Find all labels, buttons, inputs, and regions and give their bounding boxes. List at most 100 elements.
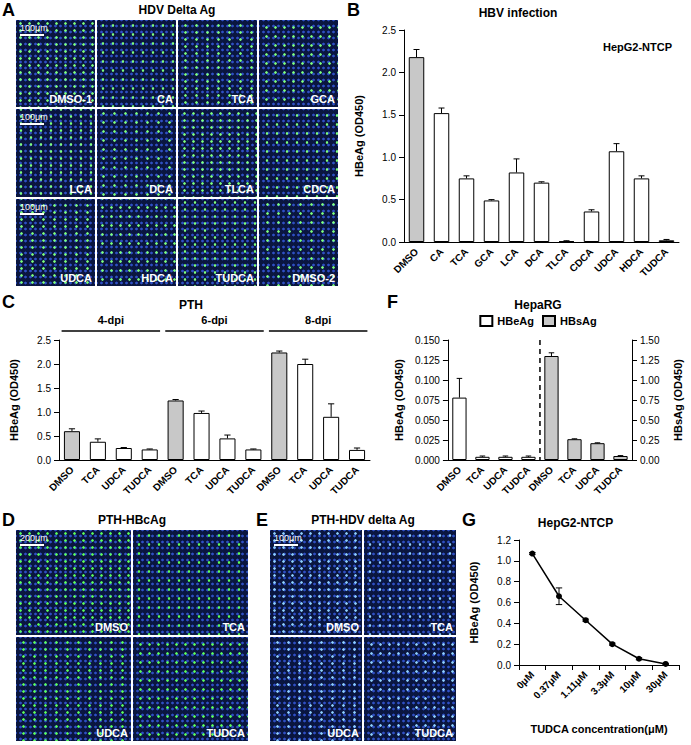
- html-text:PTH-HBcAg: PTH-HBcAg: [98, 513, 166, 527]
- svg-text:2.0: 2.0: [382, 67, 396, 78]
- svg-text:HBeAg (OD450): HBeAg (OD450): [393, 359, 405, 441]
- svg-text:1.0: 1.0: [37, 407, 51, 418]
- svg-text:UDCA: UDCA: [573, 464, 602, 493]
- svg-text:TUDCA concentration(μM): TUDCA concentration(μM): [530, 723, 667, 735]
- svg-text:0.0: 0.0: [497, 660, 511, 671]
- svg-text:TUDCA: TUDCA: [328, 464, 360, 496]
- svg-text:2.5: 2.5: [37, 335, 51, 346]
- svg-text:TUDCA: TUDCA: [225, 464, 257, 496]
- svg-text:1.25: 1.25: [640, 355, 660, 366]
- svg-text:CDCA: CDCA: [567, 246, 595, 274]
- svg-text:0.0: 0.0: [37, 455, 51, 466]
- svg-text:HBeAg (OD450): HBeAg (OD450): [8, 359, 20, 441]
- svg-text:TCA: TCA: [79, 464, 101, 486]
- svg-text:0.5: 0.5: [382, 194, 396, 205]
- html-text:D: D: [2, 510, 15, 530]
- svg-text:1.5: 1.5: [382, 109, 396, 120]
- svg-text:0.150: 0.150: [415, 335, 440, 346]
- svg-text:3.3μM: 3.3μM: [588, 669, 616, 697]
- svg-text:HBeAg: HBeAg: [497, 315, 534, 327]
- svg-text:UDCA: UDCA: [203, 464, 232, 493]
- svg-text:30μM: 30μM: [644, 669, 670, 695]
- svg-text:TUDCA: TUDCA: [638, 246, 670, 278]
- svg-text:0.075: 0.075: [415, 395, 440, 406]
- html-text:PTH-HDV delta Ag: PTH-HDV delta Ag: [311, 513, 415, 527]
- svg-text:0.000: 0.000: [415, 455, 440, 466]
- svg-text:TCA: TCA: [287, 464, 309, 486]
- html-text:G: G: [462, 510, 476, 530]
- svg-text:0.50: 0.50: [640, 415, 660, 426]
- svg-text:LCA: LCA: [498, 246, 520, 268]
- svg-text:10μM: 10μM: [617, 669, 643, 695]
- svg-text:1.2: 1.2: [497, 535, 511, 546]
- svg-text:4-dpi: 4-dpi: [98, 314, 124, 326]
- svg-text:0.6: 0.6: [497, 597, 511, 608]
- html-text:LCA: LCA: [69, 182, 92, 195]
- svg-text:HepaRG: HepaRG: [514, 298, 561, 312]
- html-text:DMSO-1: DMSO-1: [49, 93, 92, 106]
- html-text:DCA: DCA: [149, 182, 173, 195]
- html-text:CA: CA: [157, 93, 173, 106]
- svg-text:TCA: TCA: [464, 464, 487, 487]
- svg-text:8-dpi: 8-dpi: [305, 314, 331, 326]
- svg-text:PTH: PTH: [179, 298, 203, 312]
- svg-text:6-dpi: 6-dpi: [201, 314, 227, 326]
- svg-text:UDCA: UDCA: [99, 464, 128, 493]
- svg-text:HBsAg: HBsAg: [560, 315, 597, 327]
- svg-text:DMSO: DMSO: [151, 464, 180, 493]
- svg-text:1.0: 1.0: [382, 152, 396, 163]
- svg-text:UDCA: UDCA: [592, 246, 620, 274]
- svg-text:0.100: 0.100: [415, 375, 440, 386]
- svg-text:TLCA: TLCA: [544, 246, 571, 273]
- html-text:A: A: [2, 0, 15, 20]
- svg-text:TCA: TCA: [556, 464, 579, 487]
- svg-text:1.0: 1.0: [497, 555, 511, 566]
- svg-text:UDCA: UDCA: [306, 464, 335, 493]
- svg-text:0.00: 0.00: [640, 455, 660, 466]
- svg-text:HBV infection: HBV infection: [479, 6, 558, 20]
- svg-text:HBsAg (OD450): HBsAg (OD450): [672, 359, 684, 441]
- svg-text:0.8: 0.8: [497, 576, 511, 587]
- svg-text:HepG2-NTCP: HepG2-NTCP: [538, 516, 613, 530]
- svg-text:0.5: 0.5: [37, 431, 51, 442]
- svg-text:0.025: 0.025: [415, 435, 440, 446]
- svg-text:1.50: 1.50: [640, 335, 660, 346]
- svg-text:TUDCA: TUDCA: [500, 464, 532, 496]
- svg-text:2.5: 2.5: [382, 25, 396, 36]
- svg-text:0.050: 0.050: [415, 415, 440, 426]
- svg-text:0μM: 0μM: [514, 669, 536, 691]
- svg-text:0.0: 0.0: [382, 237, 396, 248]
- svg-text:HBeAg (OD450): HBeAg (OD450): [468, 561, 480, 643]
- svg-text:0.37μM: 0.37μM: [531, 669, 563, 701]
- svg-text:HepG2-NTCP: HepG2-NTCP: [603, 41, 672, 53]
- svg-text:0.4: 0.4: [497, 618, 511, 629]
- svg-text:HDCA: HDCA: [617, 246, 646, 275]
- svg-text:0.25: 0.25: [640, 435, 660, 446]
- svg-text:GCA: GCA: [472, 246, 495, 269]
- svg-text:CA: CA: [427, 246, 445, 264]
- html-text:CDCA: CDCA: [303, 182, 335, 195]
- svg-text:0.125: 0.125: [415, 355, 440, 366]
- html-text:TCA: TCA: [231, 93, 254, 106]
- svg-text:UDCA: UDCA: [481, 464, 510, 493]
- html-text:GCA: GCA: [310, 93, 335, 106]
- svg-text:DMSO: DMSO: [254, 464, 283, 493]
- svg-text:TCA: TCA: [183, 464, 205, 486]
- html-text:TLCA: TLCA: [224, 182, 254, 195]
- svg-text:DCA: DCA: [522, 246, 545, 269]
- html-text:HDV Delta Ag: HDV Delta Ag: [138, 3, 216, 17]
- svg-text:HBeAg (OD450): HBeAg (OD450): [353, 95, 365, 177]
- svg-text:TUDCA: TUDCA: [592, 464, 624, 496]
- svg-text:0.2: 0.2: [497, 639, 511, 650]
- svg-text:DMSO: DMSO: [47, 464, 76, 493]
- svg-text:TUDCA: TUDCA: [121, 464, 153, 496]
- svg-text:2.0: 2.0: [37, 359, 51, 370]
- svg-text:1.00: 1.00: [640, 375, 660, 386]
- svg-text:TCA: TCA: [448, 246, 470, 268]
- svg-text:DMSO: DMSO: [391, 246, 420, 275]
- svg-text:DMSO: DMSO: [434, 464, 463, 493]
- svg-text:DMSO: DMSO: [526, 464, 555, 493]
- svg-text:1.11μM: 1.11μM: [558, 669, 589, 700]
- svg-text:1.5: 1.5: [37, 383, 51, 394]
- svg-text:0.75: 0.75: [640, 395, 660, 406]
